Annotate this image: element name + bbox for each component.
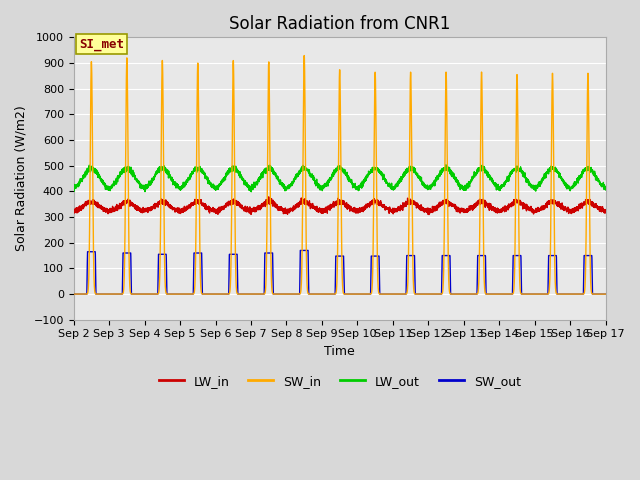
X-axis label: Time: Time: [324, 345, 355, 358]
Title: Solar Radiation from CNR1: Solar Radiation from CNR1: [229, 15, 451, 33]
Y-axis label: Solar Radiation (W/m2): Solar Radiation (W/m2): [15, 106, 28, 252]
Text: SI_met: SI_met: [79, 37, 124, 50]
Legend: LW_in, SW_in, LW_out, SW_out: LW_in, SW_in, LW_out, SW_out: [154, 370, 525, 393]
